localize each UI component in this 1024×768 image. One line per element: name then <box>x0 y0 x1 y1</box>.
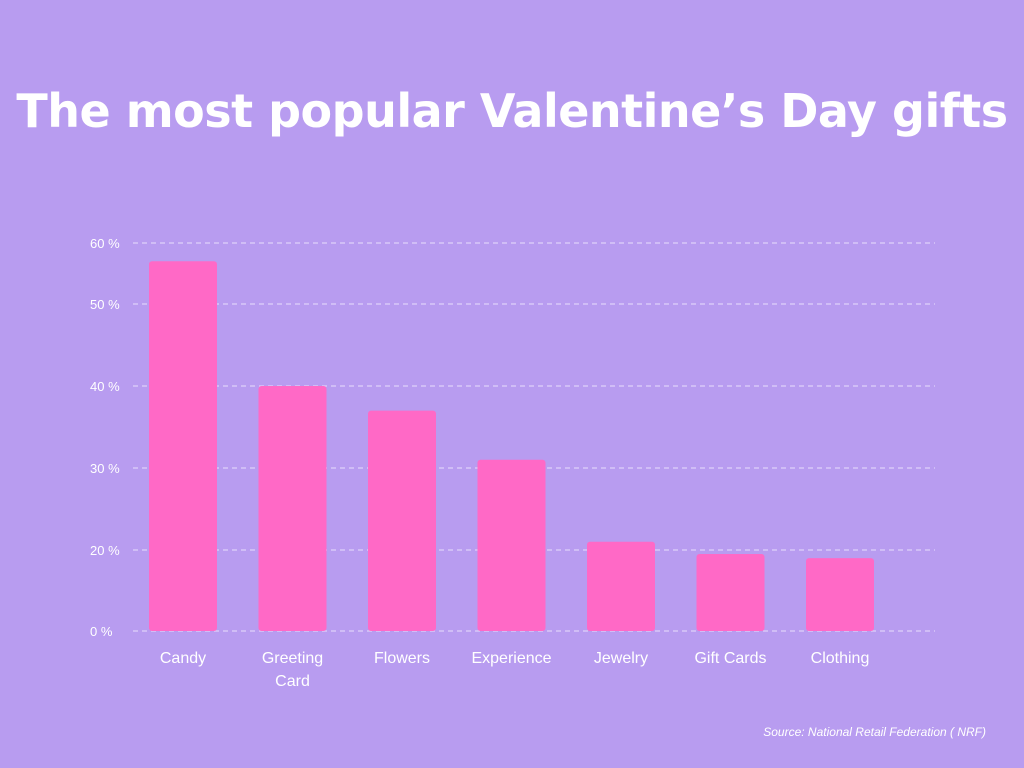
bar <box>149 261 217 631</box>
y-tick-label: 0 % <box>90 624 113 639</box>
bar <box>477 459 546 631</box>
x-tick-label: Experience <box>471 650 551 667</box>
x-tick-label: Flowers <box>374 650 430 667</box>
x-tick-label: Jewelry <box>594 650 648 667</box>
x-tick-label: Greeting Card <box>262 650 323 690</box>
bar <box>258 386 327 631</box>
chart-title: The most popular Valentine’s Day gifts <box>16 84 1008 138</box>
y-tick-label: 30 % <box>90 461 120 476</box>
bar <box>806 558 874 631</box>
y-axis-ticks: 0 % 20 % 30 % 40 % 50 % 60 % <box>90 236 120 639</box>
x-tick-label: Candy <box>160 650 206 667</box>
bar <box>587 541 655 631</box>
bars <box>149 261 874 631</box>
source-note: Source: National Retail Federation ( NRF… <box>763 725 986 739</box>
bar <box>368 410 436 631</box>
y-tick-label: 60 % <box>90 236 120 251</box>
x-tick-label: Clothing <box>811 650 870 667</box>
y-tick-label: 20 % <box>90 543 120 558</box>
bar <box>696 554 765 631</box>
x-axis-labels: Candy Greeting Card Flowers Experience Jewelr… <box>160 650 869 690</box>
y-tick-label: 50 % <box>90 297 120 312</box>
y-tick-label: 40 % <box>90 379 120 394</box>
x-tick-label: Gift Cards <box>694 650 766 667</box>
